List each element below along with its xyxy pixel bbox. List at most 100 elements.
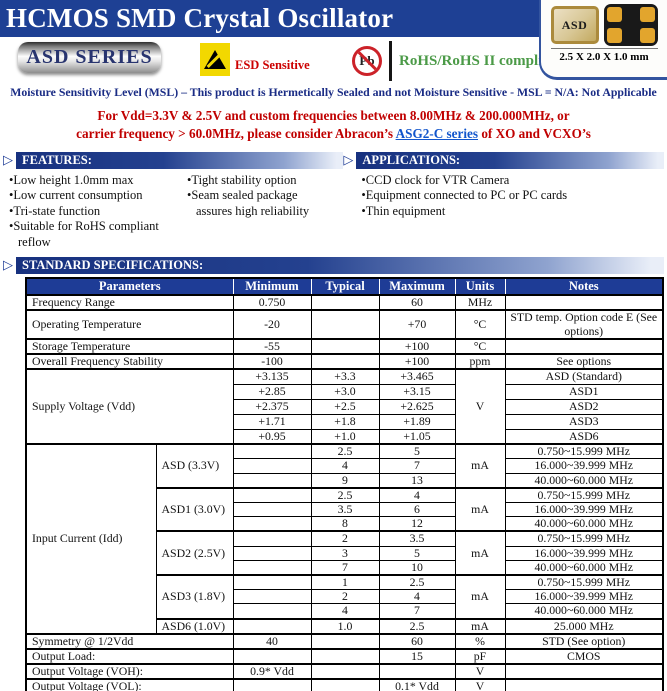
spec-cell: 40.000~60.000 MHz xyxy=(504,559,664,576)
esd-sensitive-label: ESD Sensitive xyxy=(235,58,310,72)
spec-cell: 40 xyxy=(232,632,312,650)
table-row: ASD2 (2.5V) 2 3.5 mA 0.750~15.999 MHz xyxy=(26,530,664,576)
features-applications-row: ▷ FEATURES: Low height 1.0mm max Low cur… xyxy=(0,151,667,251)
spec-cell xyxy=(232,516,312,532)
list-item: Tri-state function xyxy=(3,204,181,220)
spec-cell xyxy=(310,678,380,691)
table-row: Output Voltage (VOH): 0.9* Vdd V xyxy=(25,663,664,680)
applications-header: ▷ APPLICATIONS: xyxy=(343,151,664,169)
pb-slash-icon xyxy=(355,49,379,73)
spec-cell: 3 xyxy=(310,545,380,561)
spec-cell: mA xyxy=(454,530,506,576)
spec-cell: 7 xyxy=(378,458,456,474)
applications-title: APPLICATIONS: xyxy=(356,151,664,169)
features-column-2: Tight stability option Seam sealed packa… xyxy=(181,173,331,251)
spec-cell: Supply Voltage (Vdd) xyxy=(25,368,234,445)
spec-cell: 40.000~60.000 MHz xyxy=(504,516,664,532)
spec-cell: 2.5 xyxy=(378,573,456,591)
spec-cell: mA xyxy=(454,573,506,620)
series-badge: ASD SERIES xyxy=(18,42,161,73)
specifications-table: Parameters Minimum Typical Maximum Units… xyxy=(25,277,664,691)
column-header: Units xyxy=(454,277,506,297)
solder-pad-icon xyxy=(606,28,622,43)
spec-cell: 2.5 xyxy=(310,486,380,503)
package-dimensions: 2.5 X 2.0 X 1.0 mm xyxy=(559,51,649,63)
list-item: Equipment connected to PC or PC cards xyxy=(355,188,664,204)
package-photo-box: ASD 2.5 X 2.0 X 1.0 mm xyxy=(539,0,667,80)
spec-cell: ASD (3.3V) xyxy=(155,443,234,489)
notice-line-1: For Vdd=3.3V & 2.5V and custom frequenci… xyxy=(97,108,570,123)
spec-cell: +2.5 xyxy=(310,398,380,415)
spec-cell xyxy=(232,559,312,576)
applications-list: CCD clock for VTR Camera Equipment conne… xyxy=(343,173,664,220)
column-header: Notes xyxy=(504,277,664,297)
table-row: Storage Temperature -55 +100 °C xyxy=(25,337,664,355)
esd-sensitive-group: ESD Sensitive xyxy=(200,43,310,76)
spec-cell: 2 xyxy=(310,589,380,605)
spec-cell: -20 xyxy=(232,309,312,340)
spec-cell: +3.15 xyxy=(378,383,456,400)
spec-cell: +3.465 xyxy=(378,368,456,385)
list-item: Suitable for RoHS compliant reflow xyxy=(3,219,181,250)
spec-cell: +3.3 xyxy=(310,368,380,385)
spec-cell: ppm xyxy=(454,352,506,370)
spec-cell: 0.9* Vdd xyxy=(232,663,312,680)
spec-cell: 8 xyxy=(310,516,380,532)
rohs-compliant-label: RoHS/RoHS II compliant xyxy=(399,52,564,69)
features-header: ▷ FEATURES: xyxy=(3,151,344,169)
divider xyxy=(389,41,392,81)
triangle-bullet-icon: ▷ xyxy=(343,152,354,168)
spec-cell: 0.750~15.999 MHz xyxy=(504,573,664,591)
package-chip-label: ASD xyxy=(561,17,588,32)
spec-cell xyxy=(232,458,312,474)
spec-cell: mA xyxy=(454,443,506,489)
spec-cell: ASD2 xyxy=(504,398,664,415)
page-title: HCMOS SMD Crystal Oscillator xyxy=(6,3,394,33)
spec-cell: 1 xyxy=(310,573,380,591)
table-row: 3.5 6 16.000~39.999 MHz xyxy=(26,501,664,518)
list-item: CCD clock for VTR Camera xyxy=(355,173,664,189)
spec-cell: °C xyxy=(454,309,506,340)
notice-line-2: carrier frequency > 60.0MHz, please cons… xyxy=(0,125,667,143)
table-row: ASD3 (1.8V) 1 2.5 mA 0.750~15.999 MHz xyxy=(26,573,664,620)
list-item: Tight stability option xyxy=(181,173,331,189)
solder-pad-icon xyxy=(639,7,655,22)
spec-cell: -55 xyxy=(232,337,312,355)
spec-cell xyxy=(378,663,456,680)
spec-cell: 4 xyxy=(310,603,380,620)
features-title: FEATURES: xyxy=(16,151,344,169)
spec-cell: 0.750~15.999 MHz xyxy=(504,486,664,503)
package-photos: ASD xyxy=(550,4,658,49)
specifications-title: STANDARD SPECIFICATIONS: xyxy=(16,257,664,275)
spec-cell: +3.0 xyxy=(310,383,380,400)
spec-cell: 9 xyxy=(310,472,380,489)
spec-cell: 40.000~60.000 MHz xyxy=(504,472,664,489)
spec-cell: 0.750~15.999 MHz xyxy=(504,530,664,547)
asg2-c-series-link[interactable]: ASG2-C series xyxy=(395,125,479,141)
spec-cell: 13 xyxy=(378,472,456,489)
spec-cell: 0.1* Vdd xyxy=(378,678,456,691)
spec-cell: Frequency Range xyxy=(25,294,234,311)
table-row: 8 12 40.000~60.000 MHz xyxy=(26,516,664,532)
notice-line-2-pre: carrier frequency > 60.0MHz, please cons… xyxy=(76,125,396,141)
triangle-bullet-icon: ▷ xyxy=(3,258,13,274)
table-header-row: Parameters Minimum Typical Maximum Units… xyxy=(25,277,664,297)
spec-cell: 60 xyxy=(378,632,456,650)
spec-cell: 1.0 xyxy=(310,617,380,635)
spec-cell: +70 xyxy=(378,309,456,340)
spec-cell: 7 xyxy=(378,603,456,620)
spec-cell xyxy=(232,603,312,620)
spec-cell xyxy=(232,486,312,503)
spec-cell: V xyxy=(454,678,506,691)
notice-line-2-post: of XO and VCXO’s xyxy=(478,125,591,141)
spec-cell: 2.5 xyxy=(310,443,380,460)
spec-cell: pF xyxy=(454,647,506,665)
spec-cell xyxy=(504,663,664,680)
spec-cell: ASD3 (1.8V) xyxy=(155,573,234,620)
column-header: Typical xyxy=(310,277,380,297)
spec-cell: +1.89 xyxy=(378,413,456,430)
spec-cell: 6 xyxy=(378,501,456,518)
spec-cell: Output Voltage (VOH): xyxy=(25,663,234,680)
list-item: Low height 1.0mm max xyxy=(3,173,181,189)
